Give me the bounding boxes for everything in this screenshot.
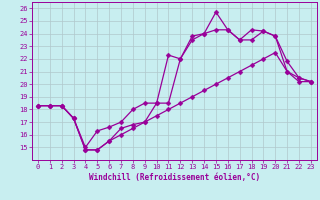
- X-axis label: Windchill (Refroidissement éolien,°C): Windchill (Refroidissement éolien,°C): [89, 173, 260, 182]
